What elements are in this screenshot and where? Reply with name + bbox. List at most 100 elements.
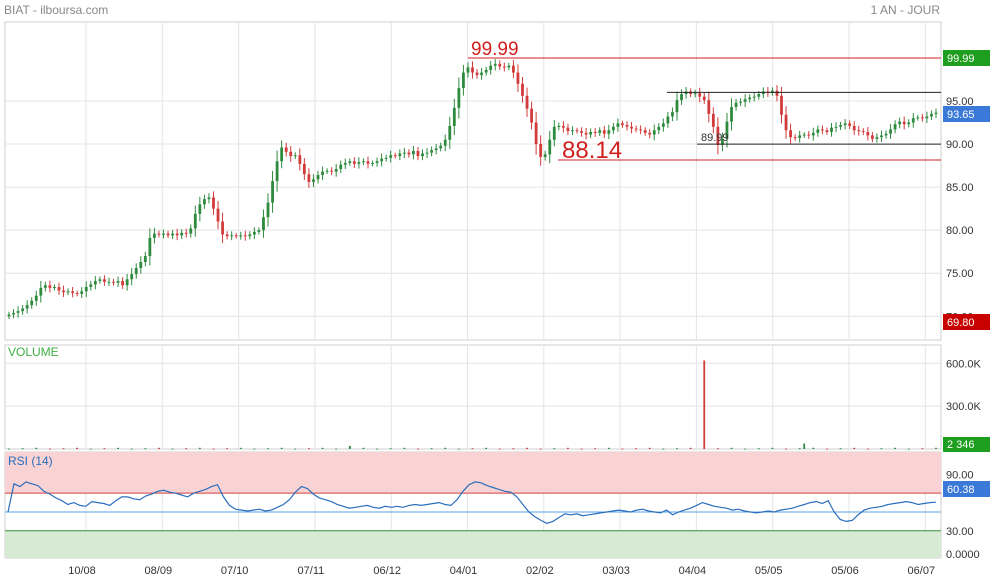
candle-body [807,134,811,136]
rsi-overbought-zone [5,452,941,494]
candle-body [743,99,747,102]
volume-bar [921,448,924,450]
candle-body [675,100,679,113]
candle-body [816,129,820,133]
candle-body [721,138,724,145]
candle-body [789,130,792,138]
candle-body [148,237,152,256]
candle-body [243,235,247,237]
volume-bar [894,447,897,449]
candle-body [248,234,252,237]
candle-body [802,134,806,136]
candle-body [202,199,206,205]
volume-bar [144,448,147,450]
candle-body [825,130,829,132]
volume-bar [158,447,160,449]
candle-body [307,174,311,182]
candle-body [780,95,783,115]
x-tick-label: 06/07 [908,565,936,577]
candle-body [757,94,761,97]
volume-bar [866,448,869,450]
rsi-last-badge-bg [943,481,990,497]
candle-body [925,116,929,119]
price-y-tick-label: 75.00 [946,268,974,280]
candle-body [357,162,361,164]
price-y-tick-label: 85.00 [946,182,974,194]
candle-body [334,169,338,172]
volume-bar [130,448,133,450]
volume-bar [21,448,24,450]
candle-body [212,197,215,209]
volume-bar [89,448,92,450]
volume-last-badge-bg [943,437,990,452]
candle-body [880,135,883,138]
candle-body [543,154,547,157]
candle-body [412,150,415,155]
candle-body [284,147,288,152]
rsi-panel-title: RSI (14) [8,454,53,468]
volume-bar [580,448,583,450]
candle-body [875,137,879,139]
volume-bar [103,448,106,450]
candle-body [521,83,524,96]
x-tick-label: 04/01 [450,565,478,577]
candle-body [16,311,20,313]
candle-body [157,233,161,235]
candle-body [716,126,720,145]
candle-body [348,161,352,163]
period-label[interactable]: 1 AN - JOUR [871,3,941,17]
candle-body [471,67,474,73]
candle-body [280,147,284,162]
candle-body [166,233,170,236]
candle-body [184,232,188,234]
volume-bar [607,447,610,449]
candle-body [371,162,374,164]
candle-body [661,123,665,127]
candle-body [480,72,483,76]
candle-body [557,125,561,127]
candle-body [493,63,497,66]
candle-body [843,123,847,126]
candle-body [193,213,197,229]
candle-body [175,233,179,236]
candle-body [484,69,488,73]
x-tick-label: 06/12 [373,565,401,577]
candle-body [7,314,11,317]
volume-bar [526,447,528,449]
x-tick-label: 07/10 [221,565,249,577]
candle-body [25,305,29,309]
candle-body [693,93,697,95]
candle-body [498,63,502,67]
candle-body [643,130,647,133]
candle-body [66,291,70,293]
volume-bar [744,448,747,450]
candle-body [820,129,824,131]
candle-body [312,179,315,182]
candle-body [848,123,852,126]
candle-body [784,114,788,131]
volume-bar [676,448,678,450]
candle-body [252,231,256,235]
candle-body [416,150,420,157]
candle-body [234,235,238,237]
candle-body [34,295,38,301]
candle-body [402,152,406,154]
volume-bar [417,448,419,450]
volume-bar [171,448,174,450]
candle-body [239,235,243,237]
volume-bar [348,445,351,449]
candle-body [834,126,838,128]
candle-body [62,290,65,293]
candle-body [116,280,120,283]
candle-body [566,127,570,132]
volume-bar [730,447,733,449]
candle-body [634,128,638,130]
candle-body [657,126,661,131]
volume-bar [853,447,856,449]
volume-bar [907,448,910,450]
volume-bar [321,447,324,449]
volume-bar [335,448,338,450]
candle-body [425,152,429,154]
candle-body [548,139,552,155]
candle-body [475,72,479,76]
